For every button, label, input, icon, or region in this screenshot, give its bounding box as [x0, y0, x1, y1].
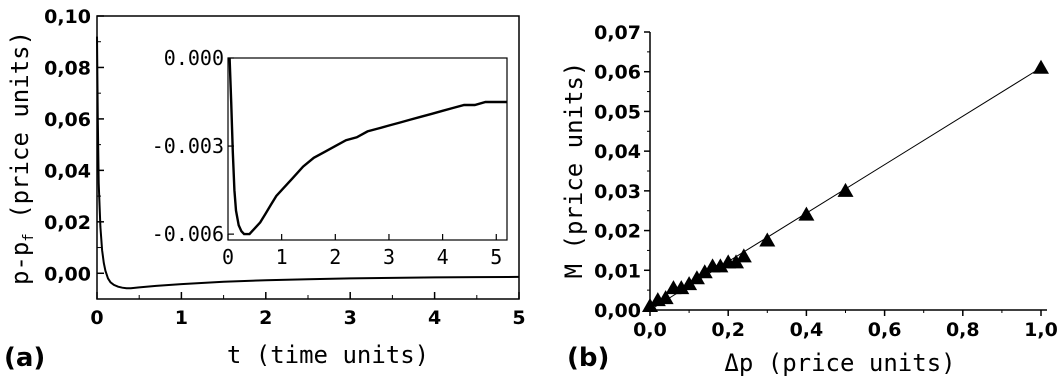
data-point-triangle [696, 264, 713, 279]
inset-chart: 0 1 2 3 4 5 0.000 -0.003 -0.006 [152, 46, 508, 269]
data-point-triangle [798, 206, 815, 221]
y-tick-label: 0,06 [44, 109, 91, 131]
y-tick-label: 0,04 [594, 141, 641, 163]
y-tick-label: 0,07 [594, 22, 641, 44]
x-tick-label: 2 [259, 307, 272, 329]
y-tick-label: 0,05 [594, 101, 641, 123]
inset-x-tick-label: 0 [222, 245, 234, 269]
data-point-triangle [712, 258, 729, 273]
x-tick-label: 0,4 [790, 319, 824, 341]
x-tick-label: 0,2 [711, 319, 745, 341]
x-tick-label: 0,0 [633, 319, 667, 341]
data-point-triangle [735, 248, 752, 263]
data-point-triangle [673, 280, 690, 295]
panel-label: (b) [567, 343, 609, 373]
main-series-line [96, 36, 520, 290]
y-tick-label: 0,03 [594, 181, 641, 203]
x-tick-label: 4 [428, 307, 441, 329]
data-point-triangle [1033, 59, 1049, 74]
x-tick-label: 0,6 [868, 319, 902, 341]
inset-y-tick-label: 0.000 [164, 46, 224, 70]
inset-x-tick-label: 2 [329, 245, 341, 269]
y-tick-label: 0,00 [44, 263, 91, 285]
inset-x-tick-label: 1 [276, 245, 288, 269]
x-tick-label: 0,8 [946, 319, 980, 341]
y-tick-label: 0,10 [44, 6, 91, 28]
x-axis-label: Δp (price units) [724, 349, 955, 377]
inset-x-tick-label: 3 [383, 245, 395, 269]
y-axis-label: p-pf (price units) [6, 31, 37, 285]
data-point-triangle [642, 298, 658, 313]
data-point-triangle [657, 290, 674, 305]
data-point-triangle [728, 254, 745, 269]
chart-panel-a: 0 1 2 3 4 5 0,00 0,02 0,04 0,06 0,08 0,10 t (time un… [4, 6, 526, 373]
y-tick-label: 0,00 [594, 300, 641, 322]
inset-series-line [228, 57, 507, 236]
y-tick-label: 0,02 [594, 221, 641, 243]
data-point-triangle [837, 182, 854, 197]
inset-frame [227, 57, 508, 241]
x-tick-label: 1 [175, 307, 188, 329]
data-point-triangle [681, 276, 698, 291]
inset-y-tick-label: -0.006 [152, 222, 224, 246]
x-tick-label: 1,0 [1024, 319, 1058, 341]
inset-x-tick-label: 5 [490, 245, 502, 269]
x-tick-label: 3 [344, 307, 357, 329]
y-tick-label: 0,02 [44, 212, 91, 234]
x-tick-label: 5 [512, 307, 525, 329]
y-tick-label: 0,06 [594, 62, 641, 84]
panel-label: (a) [4, 343, 45, 373]
inset-y-tick-label: -0.003 [152, 134, 224, 158]
x-tick-label: 0 [90, 307, 103, 329]
data-point-triangle [688, 270, 705, 285]
x-axis-label: t (time units) [227, 341, 429, 369]
data-point-triangle [759, 232, 776, 247]
y-tick-label: 0,01 [594, 260, 641, 282]
y-tick-label: 0,04 [44, 160, 91, 182]
y-tick-label: 0,08 [44, 57, 91, 79]
inset-x-tick-label: 4 [437, 245, 449, 269]
y-axis-label: M (price units) [560, 62, 588, 279]
chart-panel-b: 0,0 0,2 0,4 0,6 0,8 1,0 0,00 0,01 0,02 0,03 0,04 0,… [560, 22, 1058, 377]
